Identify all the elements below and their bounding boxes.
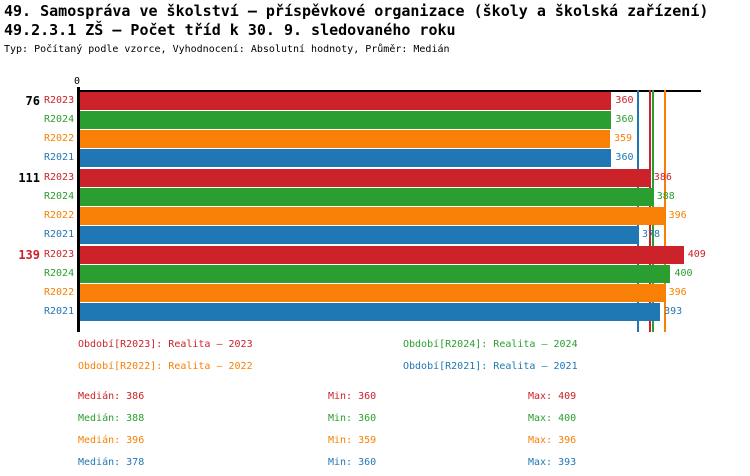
bar-r2023[interactable] xyxy=(80,92,612,110)
series-label-r2023: R2023 xyxy=(44,95,75,106)
bar-r2024[interactable] xyxy=(80,111,612,129)
table-row[interactable]: R2022 359 xyxy=(0,130,750,148)
bar-value-label: 400 xyxy=(674,268,693,279)
stat-min: Min: 360 xyxy=(328,413,377,424)
table-row[interactable]: R2022 396 xyxy=(0,284,750,302)
axis-vertical-line xyxy=(77,90,80,332)
stat-min: Min: 360 xyxy=(328,457,377,468)
table-row[interactable]: R2022 396 xyxy=(0,207,750,225)
bar-value-label: 378 xyxy=(642,229,661,240)
table-row[interactable]: R2024 388 xyxy=(0,188,750,206)
page-title: 49. Samospráva ve školství – příspěvkové… xyxy=(4,2,709,20)
series-label-r2022: R2022 xyxy=(44,210,75,221)
bar-r2021[interactable] xyxy=(80,303,661,321)
stat-max: Max: 409 xyxy=(528,391,577,402)
bar-value-label: 360 xyxy=(615,152,634,163)
stat-max: Max: 393 xyxy=(528,457,577,468)
bar-value-label: 393 xyxy=(664,306,683,317)
stat-min: Min: 360 xyxy=(328,391,377,402)
stat-median: Medián: 396 xyxy=(78,435,145,446)
legend-item[interactable]: Období[R2023]: Realita – 2023 xyxy=(78,339,253,350)
legend-item[interactable]: Období[R2022]: Realita – 2022 xyxy=(78,361,253,372)
page-subtitle-title: 49.2.3.1 ZŠ – Počet tříd k 30. 9. sledov… xyxy=(4,21,456,39)
legend-item[interactable]: Období[R2024]: Realita – 2024 xyxy=(403,339,578,350)
table-row[interactable]: R2021 360 xyxy=(0,149,750,167)
bar-r2022[interactable] xyxy=(80,284,665,302)
bar-r2021[interactable] xyxy=(80,149,612,167)
chart-legend: Období[R2023]: Realita – 2023 Období[R202… xyxy=(0,338,750,384)
bar-value-label: 396 xyxy=(668,287,687,298)
stat-min: Min: 359 xyxy=(328,435,377,446)
bar-value-label: 388 xyxy=(656,191,675,202)
axis-zero-label: 0 xyxy=(74,76,81,87)
table-row[interactable]: R2023 386 xyxy=(0,169,750,187)
bar-r2023[interactable] xyxy=(80,169,650,187)
stat-median: Medián: 386 xyxy=(78,391,145,402)
stat-median: Medián: 378 xyxy=(78,457,145,468)
table-row[interactable]: R2024 400 xyxy=(0,265,750,283)
axis-top-line xyxy=(79,90,701,92)
bar-value-label: 396 xyxy=(668,210,687,221)
group-label: 139 xyxy=(18,248,40,262)
series-label-r2021: R2021 xyxy=(44,306,75,317)
header-block: 49. Samospráva ve školství – příspěvkové… xyxy=(4,2,748,57)
group-label: 76 xyxy=(25,94,40,108)
stat-max: Max: 396 xyxy=(528,435,577,446)
bar-value-label: 409 xyxy=(687,249,706,260)
bar-r2022[interactable] xyxy=(80,130,610,148)
table-row[interactable]: R2024 360 xyxy=(0,111,750,129)
bar-r2024[interactable] xyxy=(80,265,671,283)
chart-plot-area: 0 76 R2023 360 R2024 360 R2022 359 R2021 360 111 R… xyxy=(0,76,750,334)
legend-item[interactable]: Období[R2021]: Realita – 2021 xyxy=(403,361,578,372)
bar-r2024[interactable] xyxy=(80,188,653,206)
bar-r2023[interactable] xyxy=(80,246,684,264)
bar-value-label: 360 xyxy=(615,114,634,125)
series-label-r2023: R2023 xyxy=(44,249,75,260)
series-label-r2021: R2021 xyxy=(44,229,75,240)
series-label-r2024: R2024 xyxy=(44,114,75,125)
series-label-r2023: R2023 xyxy=(44,172,75,183)
series-label-r2021: R2021 xyxy=(44,152,75,163)
table-row[interactable]: R2021 378 xyxy=(0,226,750,244)
table-row[interactable]: R2023 360 xyxy=(0,92,750,110)
bar-group: 139 R2023 409 R2024 400 R2022 396 R2021 393 xyxy=(0,246,750,321)
series-label-r2022: R2022 xyxy=(44,287,75,298)
median-line-r2022 xyxy=(663,90,666,332)
table-row[interactable]: R2021 393 xyxy=(0,303,750,321)
chart-settings-caption: Typ: Počítaný podle vzorce, Vyhodnocení:… xyxy=(4,44,450,55)
bar-value-label: 360 xyxy=(615,95,634,106)
series-label-r2024: R2024 xyxy=(44,268,75,279)
bar-r2021[interactable] xyxy=(80,226,638,244)
table-row[interactable]: R2023 409 xyxy=(0,246,750,264)
series-label-r2024: R2024 xyxy=(44,191,75,202)
series-label-r2022: R2022 xyxy=(44,133,75,144)
stat-max: Max: 400 xyxy=(528,413,577,424)
bar-group: 111 R2023 386 R2024 388 R2022 396 R2021 378 xyxy=(0,169,750,244)
bar-r2022[interactable] xyxy=(80,207,665,225)
stat-median: Medián: 388 xyxy=(78,413,145,424)
bar-value-label: 359 xyxy=(613,133,632,144)
chart-stats-table: Medián: 386 Min: 360 Max: 409 Medián: 388 Mi… xyxy=(0,390,750,476)
group-label: 111 xyxy=(18,171,40,185)
bar-value-label: 386 xyxy=(653,172,672,183)
bar-group: 76 R2023 360 R2024 360 R2022 359 R2021 360 xyxy=(0,92,750,167)
